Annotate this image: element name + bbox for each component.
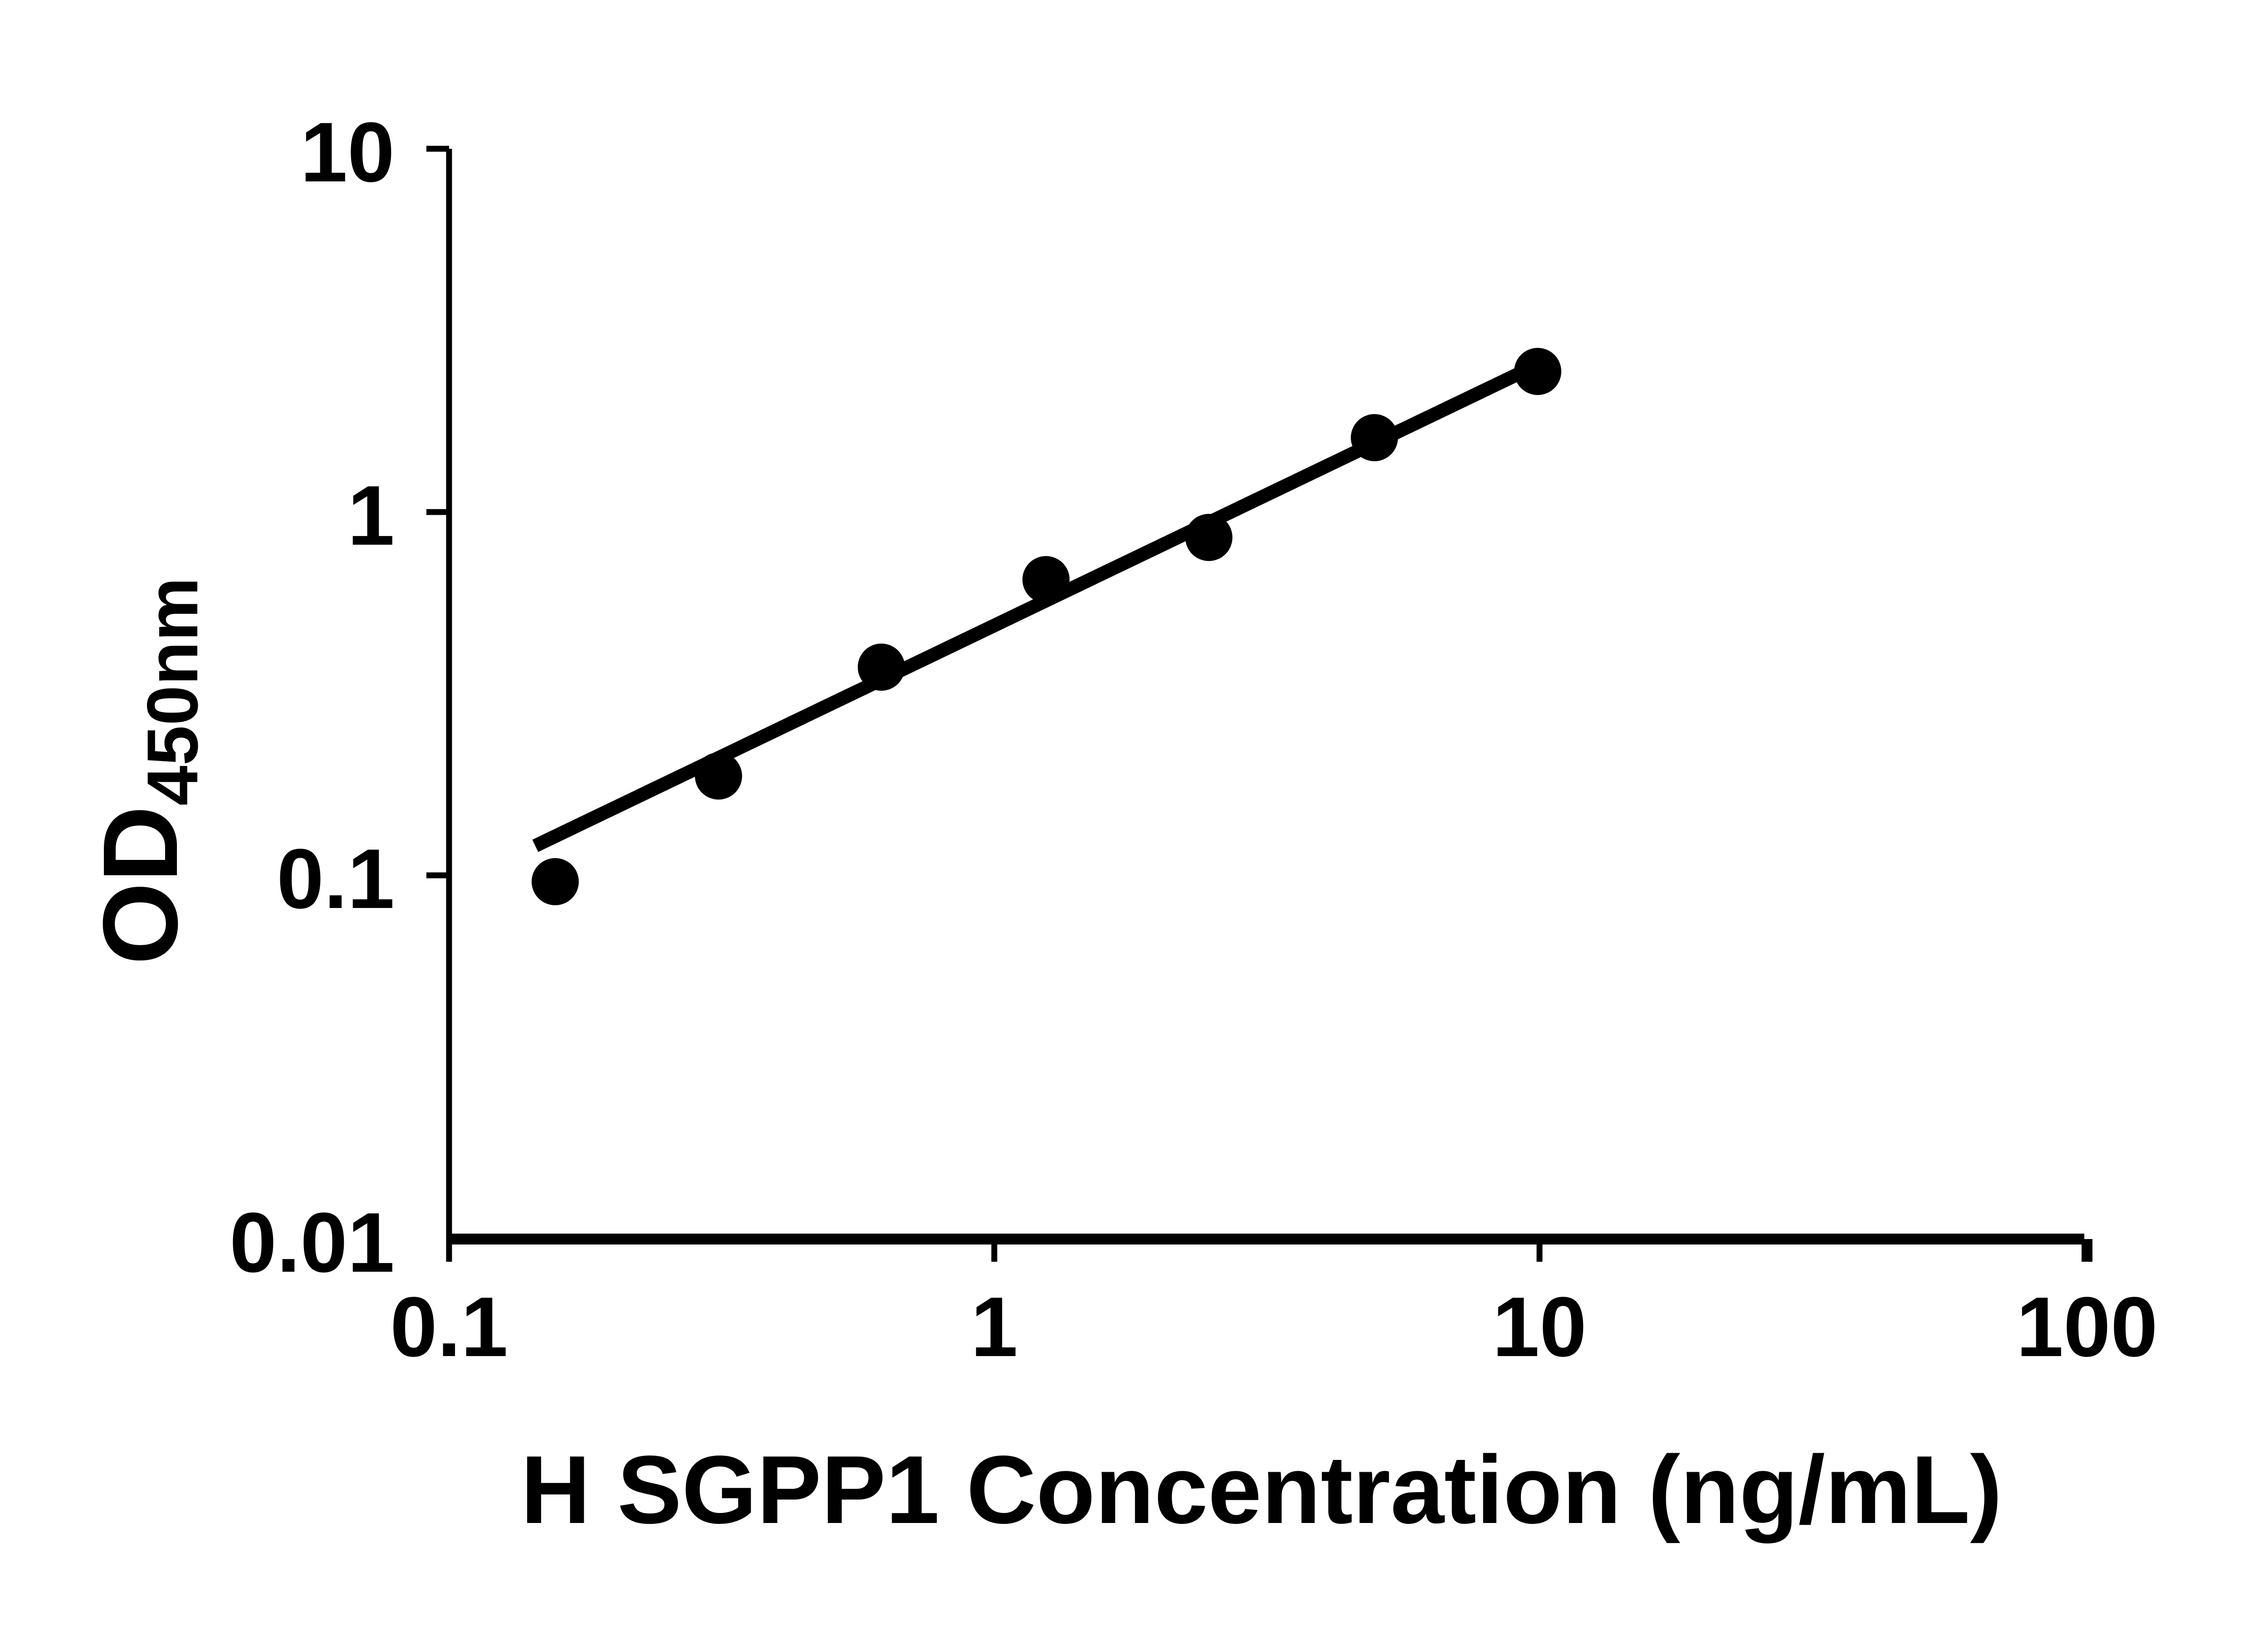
- svg-text:0.1: 0.1: [390, 1279, 508, 1374]
- svg-text:10: 10: [300, 105, 395, 200]
- svg-text:0.1: 0.1: [277, 831, 395, 926]
- svg-text:0.01: 0.01: [230, 1195, 395, 1290]
- svg-text:10: 10: [1492, 1279, 1587, 1374]
- svg-text:100: 100: [2016, 1279, 2158, 1374]
- svg-text:H SGPP1 Concentration (ng/mL): H SGPP1 Concentration (ng/mL): [521, 1436, 2002, 1544]
- svg-text:1: 1: [347, 468, 395, 563]
- svg-text:1: 1: [971, 1279, 1018, 1374]
